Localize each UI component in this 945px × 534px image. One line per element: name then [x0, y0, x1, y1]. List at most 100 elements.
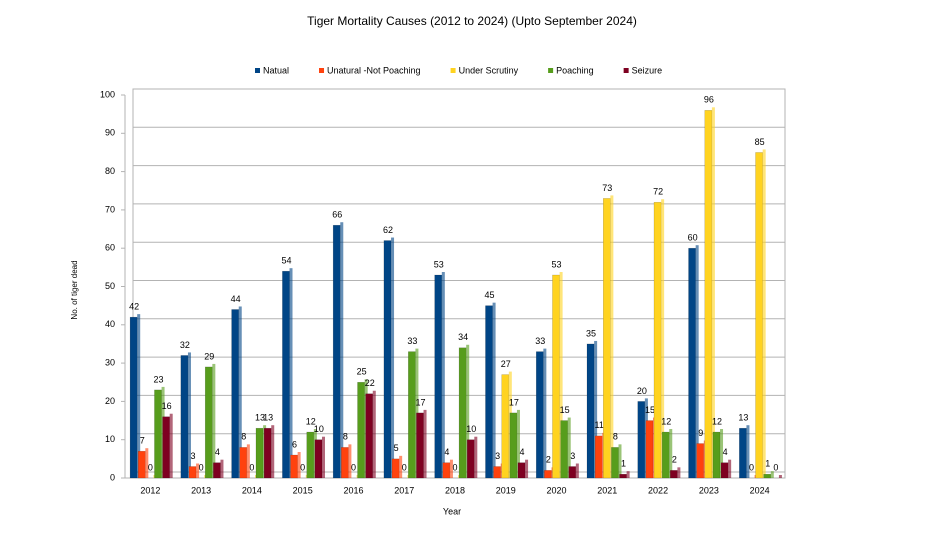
data-label: 33	[535, 336, 545, 346]
bar	[688, 247, 696, 479]
data-label: 44	[231, 294, 241, 304]
y-tick-label: 10	[105, 434, 115, 444]
data-label: 9	[698, 428, 703, 438]
bar-shade	[567, 417, 571, 478]
data-label: 45	[485, 290, 495, 300]
bar	[154, 389, 162, 479]
x-tick-label: 2013	[191, 485, 211, 495]
bar	[594, 435, 603, 479]
data-label: 1	[621, 459, 626, 469]
bar	[568, 466, 577, 479]
x-tick-label: 2018	[445, 485, 465, 495]
bar-shade	[423, 409, 427, 478]
x-tick-label: 2024	[750, 485, 770, 495]
data-label: 96	[704, 95, 714, 105]
legend-label: Under Scrutiny	[459, 65, 519, 75]
data-label: 85	[755, 137, 765, 147]
data-label: 73	[602, 183, 612, 193]
bar-shade	[516, 409, 520, 478]
bar-shade	[372, 390, 376, 478]
y-tick-label: 20	[105, 396, 115, 406]
x-tick-label: 2019	[496, 485, 516, 495]
bar	[763, 473, 772, 479]
data-label: 5	[394, 443, 399, 453]
data-label: 27	[501, 359, 511, 369]
x-axis-title: Year	[443, 506, 461, 516]
data-label: 4	[215, 447, 220, 457]
bar-shade	[559, 272, 563, 478]
bar	[602, 198, 611, 479]
bar-shade	[669, 429, 673, 478]
bar-shade	[145, 448, 149, 478]
data-label: 8	[343, 432, 348, 442]
bar	[255, 427, 264, 479]
bar	[383, 240, 392, 479]
data-label: 0	[249, 462, 254, 472]
x-tick-label: 2022	[648, 485, 668, 495]
data-label: 0	[773, 462, 778, 472]
bar	[332, 224, 341, 479]
data-label: 15	[645, 405, 655, 415]
bar	[239, 447, 248, 479]
data-label: 0	[148, 462, 153, 472]
data-label: 13	[263, 413, 273, 423]
data-label: 0	[300, 462, 305, 472]
data-label: 0	[749, 462, 754, 472]
y-tick-label: 100	[100, 89, 115, 99]
y-tick-label: 90	[105, 128, 115, 138]
bar-shade	[695, 245, 699, 478]
data-label: 72	[653, 187, 663, 197]
data-label: 22	[365, 378, 375, 388]
bar	[466, 439, 475, 479]
data-label: 13	[738, 413, 748, 423]
bar	[611, 447, 619, 479]
bar-shade	[212, 363, 216, 478]
bar-shade	[746, 425, 750, 478]
bar	[544, 470, 552, 479]
data-label: 8	[241, 432, 246, 442]
bar	[357, 382, 365, 479]
bar	[560, 420, 568, 479]
bar-shade	[289, 268, 293, 478]
bar	[442, 462, 451, 479]
bar	[501, 374, 510, 479]
x-tick-label: 2012	[140, 485, 160, 495]
bar-shade	[474, 436, 478, 478]
data-label: 10	[314, 424, 324, 434]
data-label: 12	[712, 416, 722, 426]
bar	[391, 458, 400, 479]
bar	[619, 473, 627, 479]
bar	[535, 351, 544, 479]
bar-shade	[594, 340, 598, 478]
y-tick-label: 30	[105, 357, 115, 367]
data-label: 11	[595, 420, 604, 430]
data-label: 16	[162, 401, 172, 411]
bar	[637, 401, 646, 479]
x-tick-label: 2017	[394, 485, 414, 495]
bar-shade	[661, 199, 665, 479]
y-tick-label: 0	[110, 472, 115, 482]
bar	[509, 412, 518, 479]
data-label: 60	[688, 233, 698, 243]
bar	[712, 431, 721, 479]
bar	[720, 462, 729, 479]
bar	[341, 447, 349, 479]
bar	[739, 427, 747, 479]
bar	[485, 305, 493, 479]
legend-swatch	[450, 68, 456, 73]
bar-shade	[340, 222, 344, 478]
bar	[137, 450, 146, 479]
bar	[290, 454, 298, 479]
bar	[434, 274, 443, 479]
data-label: 3	[570, 451, 575, 461]
data-label: 0	[402, 462, 407, 472]
legend-swatch	[319, 68, 325, 73]
bar-shade	[271, 425, 275, 478]
data-label: 1	[765, 459, 770, 469]
legend-swatch	[548, 68, 554, 73]
data-label: 17	[415, 397, 425, 407]
data-label: 6	[292, 439, 297, 449]
bar-shade	[297, 452, 301, 478]
bar-shade	[196, 463, 200, 478]
